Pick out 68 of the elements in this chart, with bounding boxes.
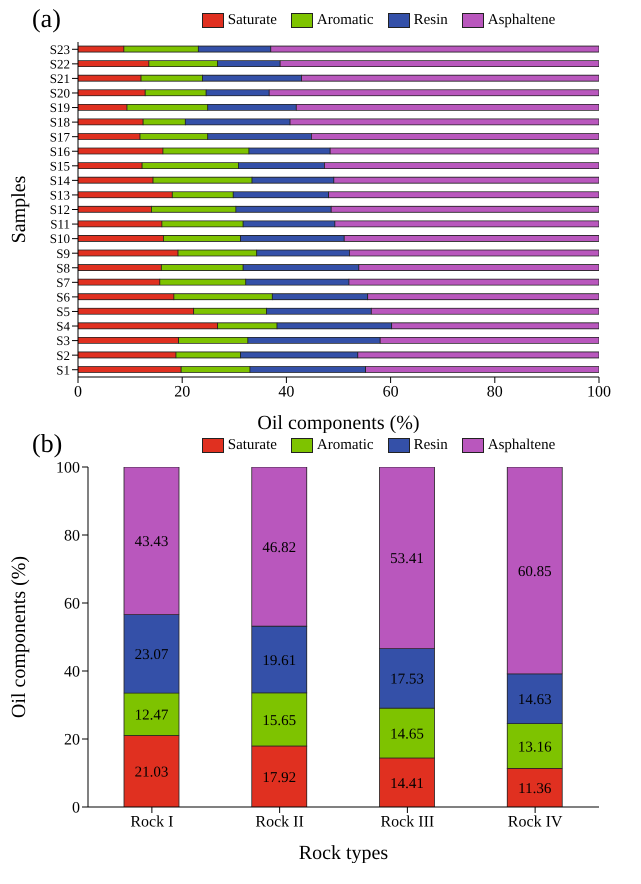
x-tick-label: 80	[486, 383, 503, 400]
y-tick-label: 100	[56, 460, 80, 477]
data-label: 43.43	[134, 534, 168, 550]
x-tick-label: 40	[278, 383, 294, 400]
x-tick-label: Rock I	[130, 813, 174, 830]
y-tick-label: S17	[50, 129, 70, 144]
y-tick-label: S18	[50, 114, 70, 130]
data-label: 11.36	[518, 781, 552, 798]
legend-label: Resin	[414, 437, 448, 454]
y-tick-label: 40	[64, 664, 80, 681]
y-tick-label: S12	[50, 202, 70, 218]
y-axis-title: Oil components (%)	[8, 556, 30, 718]
x-axis-title: Rock types	[298, 842, 388, 864]
y-tick-label: 20	[64, 732, 80, 749]
x-axis-title: Oil components (%)	[257, 412, 420, 434]
data-label: 53.41	[390, 551, 424, 568]
chart-title: (b)	[32, 429, 62, 459]
data-label: 14.63	[518, 692, 552, 708]
y-tick-label: S20	[50, 86, 70, 101]
y-tick-label: S10	[50, 231, 70, 246]
x-tick-label: 20	[174, 383, 190, 400]
chart-title: (a)	[32, 4, 61, 34]
data-label: 19.61	[262, 652, 296, 669]
x-tick-label: 100	[587, 383, 611, 400]
y-tick-label: S6	[56, 290, 70, 305]
legend-label: Aromatic	[316, 437, 374, 454]
x-tick-label: Rock II	[255, 813, 304, 830]
y-tick-label: S9	[56, 246, 70, 261]
y-tick-label: S15	[50, 158, 70, 174]
data-label: 17.53	[390, 672, 424, 688]
y-axis-title: Samples	[8, 175, 30, 244]
y-tick-label: S22	[50, 56, 70, 72]
data-label: 46.82	[262, 540, 296, 556]
y-tick-label: S11	[50, 216, 70, 232]
legend-label: Aromatic	[316, 12, 374, 29]
data-label: 13.16	[518, 739, 552, 756]
legend-label: Asphaltene	[488, 437, 556, 454]
y-tick-label: 0	[72, 800, 80, 817]
data-label: 14.65	[390, 726, 424, 742]
data-label: 14.41	[390, 776, 424, 792]
y-tick-label: S23	[50, 42, 70, 57]
y-tick-label: S13	[50, 188, 70, 203]
y-tick-label: S3	[56, 333, 70, 348]
y-tick-label: S16	[50, 144, 70, 159]
x-tick-label: Rock IV	[508, 813, 563, 830]
data-label: 60.85	[518, 564, 552, 580]
data-label: 21.03	[134, 764, 168, 781]
y-tick-label: S8	[56, 260, 70, 276]
y-tick-label: S21	[50, 71, 70, 86]
data-label: 23.07	[134, 647, 169, 664]
y-tick-label: S14	[50, 172, 70, 188]
y-tick-label: S1	[56, 362, 70, 378]
legend-label: Resin	[414, 12, 448, 29]
y-tick-label: S4	[56, 318, 70, 334]
data-label: 12.47	[134, 708, 169, 724]
y-tick-label: S7	[56, 274, 70, 290]
data-label: 17.92	[262, 770, 296, 786]
legend-label: Saturate	[228, 12, 277, 29]
legend-label: Saturate	[228, 437, 277, 454]
legend-label: Asphaltene	[488, 12, 556, 29]
y-tick-label: 60	[64, 596, 80, 613]
x-tick-label: 60	[382, 383, 399, 400]
x-tick-label: Rock III	[380, 813, 434, 830]
y-tick-label: 80	[64, 528, 80, 545]
data-label: 15.65	[262, 712, 296, 729]
y-tick-label: S19	[50, 100, 70, 116]
y-tick-label: S5	[56, 304, 70, 320]
y-tick-label: S2	[56, 348, 70, 363]
